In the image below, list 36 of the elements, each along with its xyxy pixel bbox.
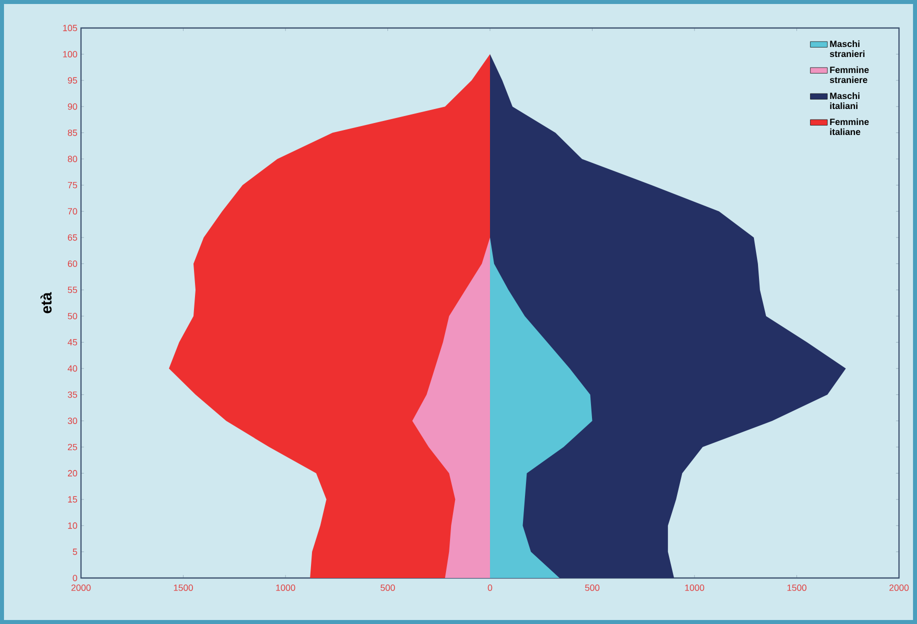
- y-tick-label: 5: [72, 548, 78, 555]
- y-tick-label: 90: [68, 103, 78, 110]
- y-tick-label: 100: [63, 51, 78, 58]
- x-tick-label: 1000: [276, 584, 296, 591]
- legend-label: Femmine straniere: [830, 66, 869, 84]
- legend-label: Maschi italiani: [830, 92, 860, 110]
- y-tick-label: 95: [68, 77, 78, 84]
- y-tick-label: 10: [68, 522, 78, 529]
- y-tick-label: 50: [68, 312, 78, 320]
- legend-label: Maschi stranieri: [830, 40, 864, 58]
- y-tick-label: 25: [68, 444, 78, 450]
- y-tick-label: 65: [68, 234, 78, 241]
- x-tick-label: 2000: [71, 584, 91, 591]
- y-tick-label: 70: [68, 208, 78, 215]
- x-tick-label: 0: [488, 584, 492, 591]
- x-tick-label: 1000: [685, 584, 704, 591]
- x-tick-label: 500: [585, 584, 600, 591]
- y-axis-title: età: [40, 292, 52, 314]
- y-tick-label: 15: [68, 496, 78, 503]
- y-tick-label: 80: [68, 156, 78, 162]
- y-tick-label: 20: [68, 470, 78, 476]
- x-tick-label: 1500: [787, 584, 806, 591]
- x-tick-label: 500: [380, 584, 395, 591]
- x-tick-label: 1500: [174, 584, 193, 591]
- y-tick-label: 85: [68, 130, 78, 136]
- y-tick-label: 0: [72, 574, 78, 582]
- y-tick-label: 40: [68, 365, 78, 372]
- y-tick-label: 75: [68, 182, 78, 188]
- y-tick-label: 55: [68, 286, 78, 294]
- x-tick-label: 2000: [889, 584, 909, 591]
- y-tick-label: 45: [68, 339, 78, 346]
- y-tick-label: 35: [68, 391, 78, 398]
- y-tick-label: 60: [68, 260, 78, 267]
- y-tick-label: 30: [68, 418, 78, 424]
- y-tick-label: 105: [63, 24, 78, 32]
- legend-label: Femmine italiane: [830, 118, 869, 136]
